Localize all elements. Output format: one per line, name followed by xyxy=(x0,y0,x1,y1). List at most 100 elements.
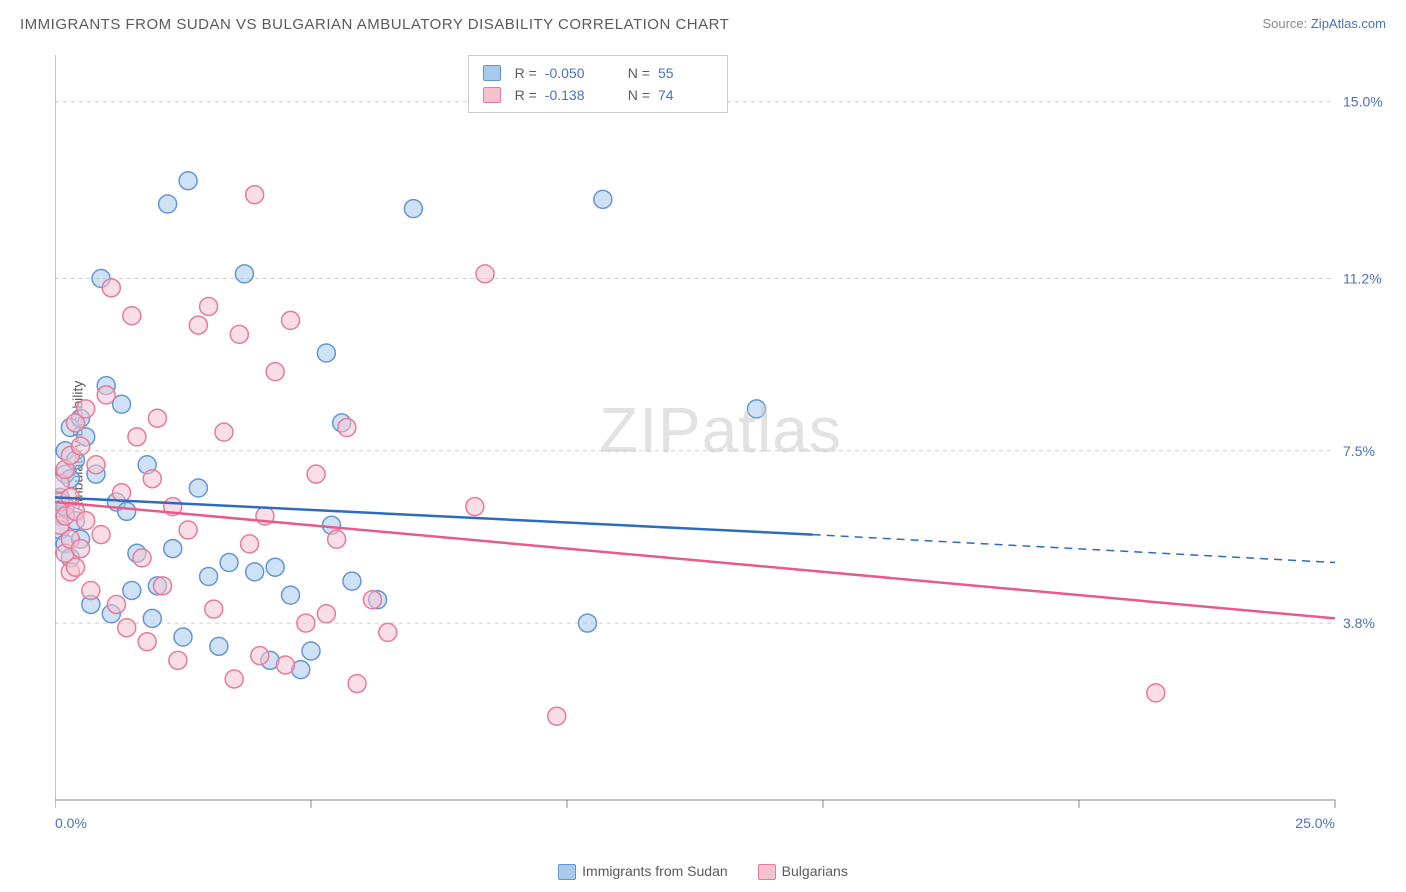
scatter-point xyxy=(266,558,284,576)
scatter-point xyxy=(200,568,218,586)
scatter-point xyxy=(143,609,161,627)
correlation-legend-box: R = -0.050 N = 55 R = -0.138 N = 74 xyxy=(468,55,728,113)
legend-swatch xyxy=(483,65,501,81)
chart-container: IMMIGRANTS FROM SUDAN VS BULGARIAN AMBUL… xyxy=(0,0,1406,892)
legend-label: Immigrants from Sudan xyxy=(582,863,728,879)
scatter-point xyxy=(97,386,115,404)
scatter-point xyxy=(66,558,84,576)
correlation-legend-row: R = -0.050 N = 55 xyxy=(483,62,713,84)
scatter-point xyxy=(282,586,300,604)
scatter-point xyxy=(317,344,335,362)
scatter-point xyxy=(282,311,300,329)
series-legend: Immigrants from Sudan Bulgarians xyxy=(0,863,1406,880)
scatter-point xyxy=(235,265,253,283)
scatter-point xyxy=(128,428,146,446)
correlation-legend-row: R = -0.138 N = 74 xyxy=(483,84,713,106)
scatter-point xyxy=(548,707,566,725)
scatter-point xyxy=(169,651,187,669)
y-tick-label: 11.2% xyxy=(1343,271,1382,287)
legend-item: Bulgarians xyxy=(758,863,848,880)
y-tick-label: 15.0% xyxy=(1343,94,1383,110)
scatter-point xyxy=(174,628,192,646)
scatter-point xyxy=(123,307,141,325)
n-label: N = xyxy=(628,62,650,84)
scatter-point xyxy=(72,540,90,558)
scatter-point xyxy=(302,642,320,660)
scatter-point xyxy=(338,419,356,437)
scatter-point xyxy=(159,195,177,213)
regression-line-extrapolated xyxy=(813,535,1335,563)
scatter-point xyxy=(225,670,243,688)
r-value: -0.050 xyxy=(545,62,600,84)
n-label: N = xyxy=(628,84,650,106)
source-link[interactable]: ZipAtlas.com xyxy=(1311,16,1386,31)
legend-label: Bulgarians xyxy=(782,863,848,879)
scatter-point xyxy=(102,279,120,297)
regression-line xyxy=(55,502,1335,618)
scatter-point xyxy=(220,554,238,572)
scatter-point xyxy=(107,595,125,613)
scatter-point xyxy=(189,316,207,334)
scatter-point xyxy=(118,502,136,520)
scatter-point xyxy=(77,512,95,530)
r-value: -0.138 xyxy=(545,84,600,106)
chart-plot-area: 3.8%7.5%11.2%15.0%0.0%25.0% ZIPatlas R =… xyxy=(55,55,1386,837)
chart-title: IMMIGRANTS FROM SUDAN VS BULGARIAN AMBUL… xyxy=(20,16,729,33)
scatter-point xyxy=(307,465,325,483)
x-origin-label: 0.0% xyxy=(55,815,87,831)
scatter-point xyxy=(113,484,131,502)
scatter-point xyxy=(404,200,422,218)
scatter-point xyxy=(72,437,90,455)
legend-swatch xyxy=(483,87,501,103)
scatter-point xyxy=(179,521,197,539)
scatter-point xyxy=(266,363,284,381)
y-tick-label: 3.8% xyxy=(1343,615,1375,631)
scatter-point xyxy=(118,619,136,637)
y-tick-label: 7.5% xyxy=(1343,443,1375,459)
scatter-point xyxy=(92,526,110,544)
scatter-point xyxy=(379,623,397,641)
x-max-label: 25.0% xyxy=(1295,815,1335,831)
source-attribution: Source: ZipAtlas.com xyxy=(1262,16,1386,31)
scatter-point xyxy=(241,535,259,553)
scatter-point xyxy=(476,265,494,283)
scatter-point xyxy=(466,498,484,516)
n-value: 74 xyxy=(658,84,713,106)
scatter-point xyxy=(200,297,218,315)
r-label: R = xyxy=(515,84,537,106)
scatter-point xyxy=(123,581,141,599)
scatter-point xyxy=(1147,684,1165,702)
scatter-point xyxy=(578,614,596,632)
source-prefix: Source: xyxy=(1262,16,1310,31)
scatter-point xyxy=(297,614,315,632)
scatter-point xyxy=(348,675,366,693)
scatter-point xyxy=(215,423,233,441)
chart-svg: 3.8% 7.5% 11.2% 15.0% 0.0% 25.0% xyxy=(55,55,1386,837)
scatter-point xyxy=(143,470,161,488)
r-label: R = xyxy=(515,62,537,84)
scatter-point xyxy=(133,549,151,567)
scatter-point xyxy=(138,633,156,651)
legend-swatch xyxy=(558,864,576,880)
scatter-point xyxy=(205,600,223,618)
scatter-point xyxy=(246,186,264,204)
scatter-point xyxy=(189,479,207,497)
scatter-point xyxy=(164,540,182,558)
scatter-point xyxy=(87,456,105,474)
scatter-point xyxy=(154,577,172,595)
regression-line xyxy=(55,497,813,534)
legend-swatch xyxy=(758,864,776,880)
scatter-point xyxy=(179,172,197,190)
legend-item: Immigrants from Sudan xyxy=(558,863,728,880)
n-value: 55 xyxy=(658,62,713,84)
scatter-point xyxy=(317,605,335,623)
scatter-point xyxy=(82,581,100,599)
scatter-point xyxy=(343,572,361,590)
scatter-point xyxy=(251,647,269,665)
scatter-point xyxy=(328,530,346,548)
scatter-point xyxy=(210,637,228,655)
scatter-point xyxy=(594,190,612,208)
scatter-point xyxy=(246,563,264,581)
scatter-point xyxy=(276,656,294,674)
scatter-point xyxy=(148,409,166,427)
